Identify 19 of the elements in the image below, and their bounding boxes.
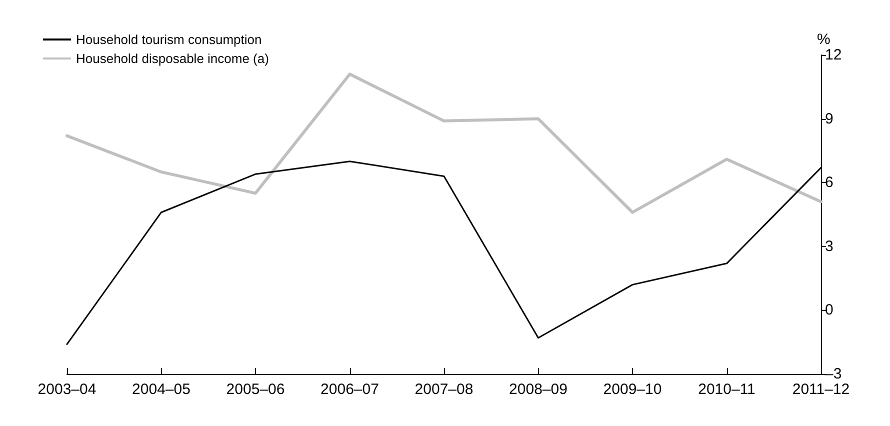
x-tick-label: 2009–10 <box>603 381 662 398</box>
y-tick-label: 9 <box>825 110 834 128</box>
y-tick-label: 3 <box>825 238 834 255</box>
x-tick-label: 2006–07 <box>320 381 379 398</box>
legend-label: Household disposable income (a) <box>76 51 269 66</box>
x-tick-label: 2007–08 <box>414 381 474 398</box>
x-tick-label: 2008–09 <box>509 381 568 398</box>
x-tick-label: 2004–05 <box>132 381 190 398</box>
x-tick-label: 2010–11 <box>698 381 756 398</box>
x-tick-label: 2003–04 <box>38 381 96 398</box>
y-tick-label: 0 <box>825 302 834 319</box>
y-tick-label: –3 <box>825 366 842 382</box>
legend-label: Household tourism consumption <box>76 32 262 47</box>
y-tick-label: 12 <box>825 46 842 64</box>
y-tick-label: 6 <box>825 174 834 192</box>
line-series <box>66 72 822 214</box>
x-tick-label: 2011–12 <box>792 381 850 398</box>
x-tick-label: 2005–06 <box>226 381 285 398</box>
y-axis-title: % <box>817 31 830 48</box>
